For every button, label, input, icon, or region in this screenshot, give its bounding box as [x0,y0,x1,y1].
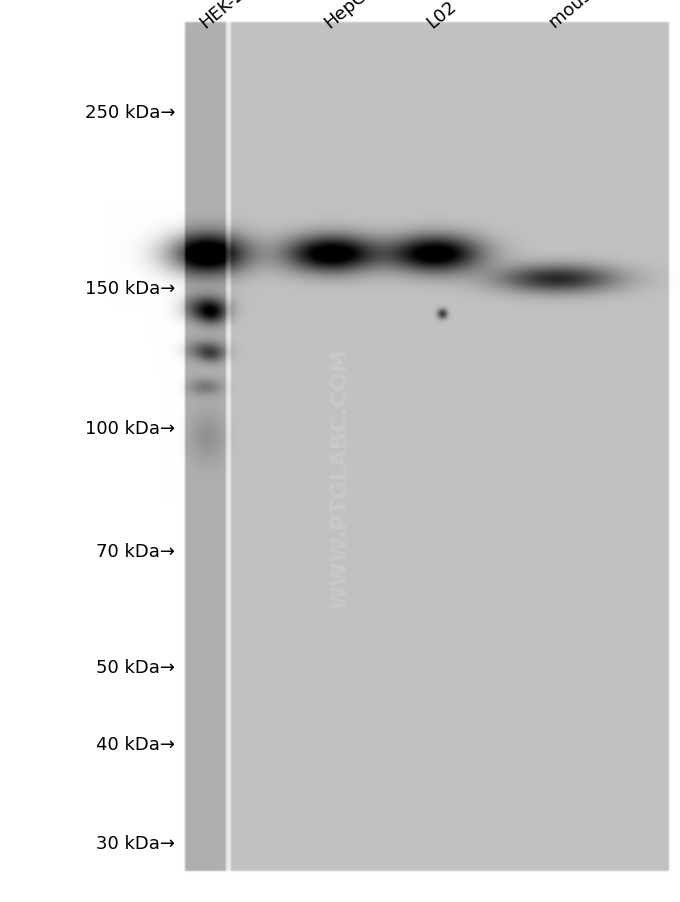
Text: 40 kDa→: 40 kDa→ [97,735,175,753]
Text: mouse liver: mouse liver [546,0,639,32]
Text: HEK-293: HEK-293 [196,0,265,32]
Text: 70 kDa→: 70 kDa→ [97,542,175,560]
Text: 100 kDa→: 100 kDa→ [85,419,175,437]
Text: 30 kDa→: 30 kDa→ [97,834,175,852]
Text: WWW.PTGLABC.COM: WWW.PTGLABC.COM [330,348,350,608]
Text: 150 kDa→: 150 kDa→ [85,280,175,298]
Text: 50 kDa→: 50 kDa→ [97,658,175,676]
Text: HepG2: HepG2 [320,0,379,32]
Text: L02: L02 [424,0,460,32]
Text: 250 kDa→: 250 kDa→ [85,104,175,122]
